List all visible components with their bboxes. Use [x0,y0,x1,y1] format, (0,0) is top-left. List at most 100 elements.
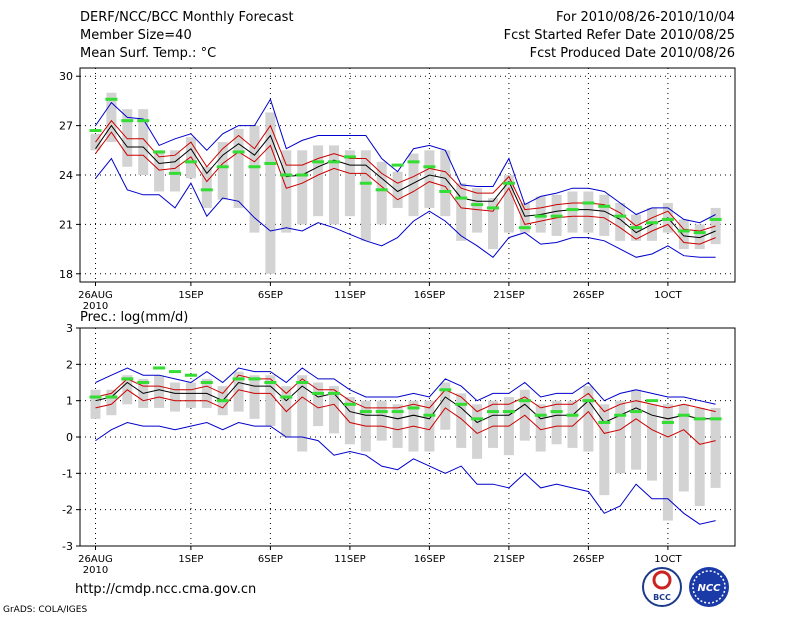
prec-range-box [599,404,610,496]
temp-range-box [313,145,324,217]
prec-range-box [472,404,483,459]
temp-range-box [138,109,149,175]
prec-range-box [440,382,451,430]
member-size: Member Size=40 [80,28,192,43]
prec-range-box [535,404,546,452]
prec-range-box [456,393,467,448]
temp-range-box [106,92,117,143]
prec-range-box [567,400,578,448]
temp-ytick-label: 24 [59,169,73,182]
temp-range-box [329,145,339,225]
temp-minimum-line [95,157,716,258]
temp-ytick-label: 21 [59,218,73,231]
prec-xtick-label: 1OCT [654,554,682,565]
temp-xtick-label: 11SEP [334,290,365,301]
temp-xtick-label: 1SEP [178,290,203,301]
prec-ytick-label: 1 [66,395,73,408]
temp-xtick-label: 1OCT [654,290,682,301]
temp-xtick-year: 2010 [83,301,108,312]
temp-range-box [281,150,292,233]
prec-maximum-line [95,367,716,405]
bcc-logo: BCC [642,567,682,607]
temp-range-box [201,166,212,208]
prec-range-box [392,404,403,448]
temp-range-box [217,142,228,200]
prec-range-box [376,400,387,441]
prec-xtick-label: 16SEP [414,554,445,565]
temp-range-box [122,109,133,167]
temp-xtick-label: 16SEP [414,290,445,301]
temp-range-box [615,202,626,241]
temp-range-box [170,150,180,192]
temp-range-box [519,202,530,233]
prec-range-box [615,400,626,474]
prec-range-box [488,400,498,448]
temp-range-box [488,198,498,250]
temp-panel-label: Mean Surf. Temp.: °C [80,46,217,61]
prec-range-box [106,389,117,416]
prec-panel-label: Prec.: log(mm/d) [80,310,189,325]
prec-xtick-label: 11SEP [334,554,365,565]
prec-xtick-label: 26SEP [573,554,604,565]
temp-ytick-label: 18 [59,268,73,281]
prec-ytick-label: -3 [62,540,73,553]
prec-ensemble-mean-line [95,381,716,424]
temp-range-box [440,150,451,217]
prec-minimum-line [95,421,716,525]
temp-range-box [344,150,355,217]
prec-range-box [313,382,324,427]
prec-range-box [185,382,196,408]
prec-ytick-label: -2 [62,504,73,517]
prec-range-box [170,382,180,412]
prec-range-box [297,375,308,452]
temp-range-box [233,128,244,208]
prec-lower-spread-line [95,389,716,445]
prec-xtick-year: 2010 [83,565,108,576]
prec-range-box [344,397,355,445]
prec-range-box [233,371,244,412]
temp-range-box [376,161,387,225]
prec-range-box [551,400,562,445]
temp-xtick-label: 21SEP [493,290,524,301]
temp-range-box [599,194,610,236]
temp-upper-spread-line [95,119,716,232]
temp-ytick-label: 30 [59,70,73,83]
temp-range-box [249,125,260,233]
temp-lower-spread-line [95,131,716,245]
temp-xtick-label: 26SEP [573,290,604,301]
temp-range-box [503,175,514,233]
prec-range-box [583,386,594,452]
prec-range-box [694,407,705,507]
temp-range-box [297,150,308,225]
prec-range-box [90,389,101,419]
temp-ensemble-mean-line [95,124,716,239]
prec-ytick-label: -1 [62,467,73,480]
prec-range-box [631,389,642,470]
temp-range-box [408,153,419,217]
prec-upper-spread-line [95,374,716,413]
temp-range-box [678,219,689,250]
prec-range-box [265,375,276,427]
temp-range-box [424,150,435,208]
temp-range-box [567,191,578,233]
fcst-started-date: Fcst Started Refer Date 2010/08/25 [503,28,735,43]
temp-range-box [265,112,276,274]
temp-range-box [154,150,165,192]
temp-xtick-label: 6SEP [258,290,283,301]
temp-range-box [694,224,705,250]
prec-range-box [154,375,165,408]
prec-xtick-label: 6SEP [258,554,283,565]
prec-ytick-label: 2 [66,358,73,371]
chart-title: DERF/NCC/BCC Monthly Forecast [80,10,294,25]
ncc-logo: NCC [689,567,729,607]
prec-xtick-label: 26AUG [78,554,113,565]
prec-xtick-label: 1SEP [178,554,203,565]
prec-ytick-label: 3 [66,322,73,335]
bcc-logo-text: BCC [653,593,671,602]
temp-range-box [472,188,483,233]
source-url[interactable]: http://cmdp.ncc.cma.gov.cn [75,582,257,597]
prec-range-box [710,407,721,488]
